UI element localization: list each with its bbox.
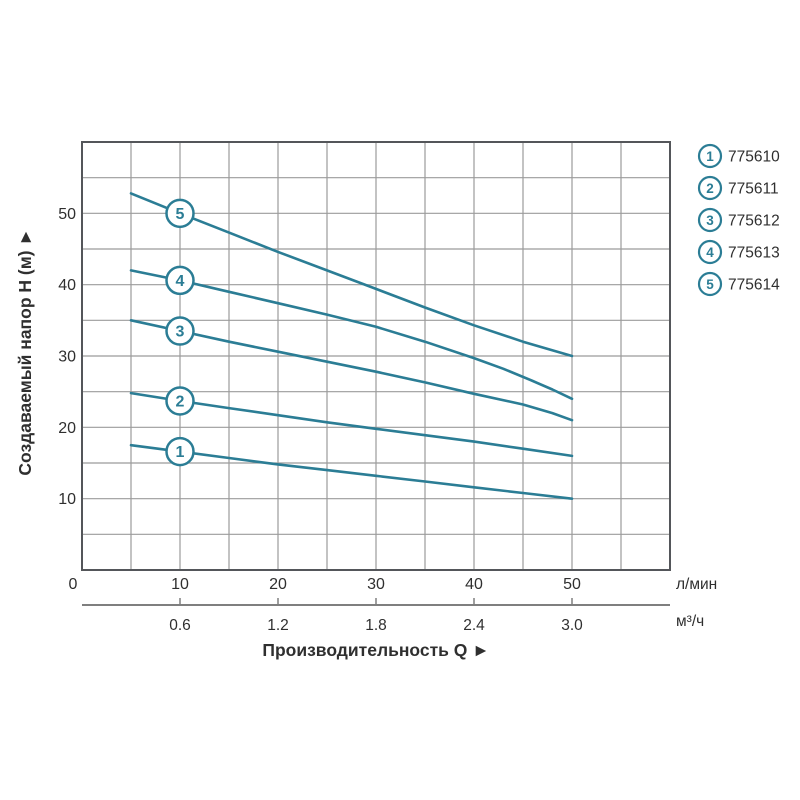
curve-3 bbox=[129, 318, 574, 422]
y-tick-label-20: 20 bbox=[58, 420, 76, 437]
legend-marker-circle-1 bbox=[697, 143, 723, 169]
legend-marker-circle-4 bbox=[697, 239, 723, 265]
marker-layer: 1 2 3 4 5 bbox=[165, 198, 195, 467]
curve-marker-circle-3 bbox=[165, 316, 195, 346]
x-tick-label-10: 10 bbox=[171, 576, 189, 593]
y-tick-label-40: 40 bbox=[58, 277, 76, 294]
x-tick-label-20: 20 bbox=[269, 576, 287, 593]
x-unit-primary-label: л/мин bbox=[676, 576, 717, 593]
y-axis-title: Создаваемый напор H (м) ► bbox=[15, 228, 35, 475]
legend-model-label-775614: 775614 bbox=[728, 277, 780, 294]
curve-2 bbox=[129, 391, 574, 458]
curve-marker-circle-4 bbox=[165, 265, 195, 296]
y-tick-label-30: 30 bbox=[58, 349, 76, 366]
legend-marker-circle-2 bbox=[697, 175, 723, 201]
legend-item-775611: 2 775611 bbox=[697, 175, 779, 201]
legend-model-label-775613: 775613 bbox=[728, 245, 780, 262]
legend-model-label-775610: 775610 bbox=[728, 149, 780, 166]
secondary-tick-label-1.2: 1.2 bbox=[267, 617, 289, 634]
legend-marker-number-5: 5 bbox=[706, 277, 714, 292]
legend-model-label-775611: 775611 bbox=[728, 181, 779, 198]
secondary-tick-label-3.0: 3.0 bbox=[561, 617, 583, 634]
curve-marker-circle-5 bbox=[165, 198, 195, 229]
legend-item-775612: 3 775612 bbox=[697, 207, 780, 233]
axis-layer: 10 20 30 40 50 0 10 20 30 40 50 0.6 1.2 1.8 2.4 3.0 bbox=[58, 206, 670, 634]
secondary-tick-label-1.8: 1.8 bbox=[365, 617, 387, 634]
series-layer bbox=[129, 192, 574, 501]
legend-item-775613: 4 775613 bbox=[697, 239, 780, 265]
legend-marker-number-4: 4 bbox=[706, 245, 714, 260]
curve-marker-number-4: 4 bbox=[176, 273, 185, 290]
x-tick-label-50: 50 bbox=[563, 576, 581, 593]
curve-marker-circle-2 bbox=[165, 386, 195, 416]
legend-marker-number-2: 2 bbox=[706, 181, 714, 196]
curve-marker-number-3: 3 bbox=[176, 324, 185, 341]
legend-marker-number-3: 3 bbox=[706, 213, 714, 228]
x-tick-label-0: 0 bbox=[69, 576, 78, 593]
legend-marker-circle-3 bbox=[697, 207, 723, 233]
curve-4 bbox=[129, 269, 574, 401]
legend-item-775614: 5 775614 bbox=[697, 271, 780, 297]
legend-marker-circle-5 bbox=[697, 271, 723, 297]
curve-marker-number-2: 2 bbox=[176, 393, 185, 410]
plot-border bbox=[81, 141, 671, 571]
legend-item-775610: 1 775610 bbox=[697, 143, 780, 169]
x-tick-label-40: 40 bbox=[465, 576, 483, 593]
curve-5 bbox=[129, 192, 574, 358]
x-axis-title: Производительность Q ► bbox=[262, 640, 489, 660]
x-tick-label-30: 30 bbox=[367, 576, 385, 593]
legend-marker-number-1: 1 bbox=[706, 149, 714, 164]
curve-marker-number-5: 5 bbox=[176, 206, 185, 223]
x-unit-secondary-label: м³/ч bbox=[676, 613, 704, 630]
secondary-tick-label-0.6: 0.6 bbox=[169, 617, 191, 634]
secondary-tick-label-2.4: 2.4 bbox=[463, 617, 485, 634]
y-tick-label-50: 50 bbox=[58, 206, 76, 223]
curve-marker-circle-1 bbox=[165, 436, 195, 467]
legend: 1 775610 2 775611 3 775612 4 775613 5 775614 bbox=[697, 143, 780, 297]
curve-marker-number-1: 1 bbox=[176, 444, 185, 461]
curve-1 bbox=[129, 443, 574, 501]
y-tick-label-10: 10 bbox=[58, 491, 76, 508]
legend-model-label-775612: 775612 bbox=[728, 213, 780, 230]
